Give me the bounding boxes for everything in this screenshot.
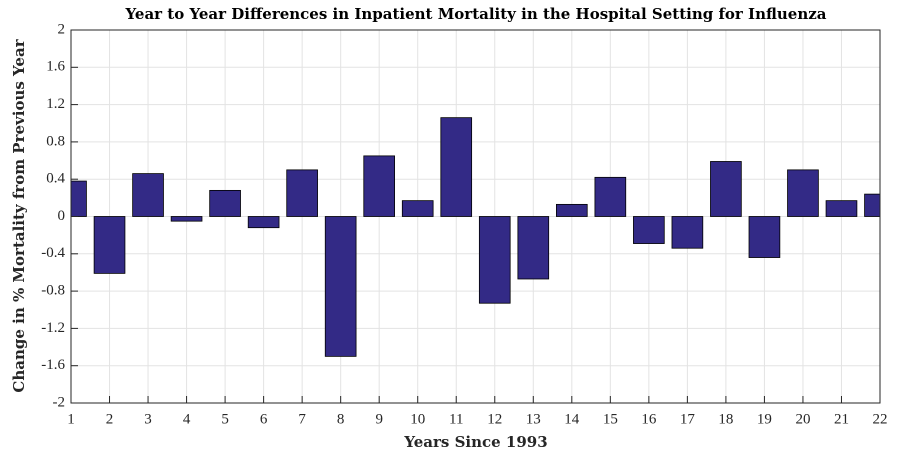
x-tick-label: 8 — [337, 411, 345, 427]
bar — [324, 216, 357, 357]
y-tick-label: 0.4 — [46, 171, 65, 187]
x-tick-label: 19 — [757, 411, 772, 427]
x-tick-label: 10 — [410, 411, 425, 427]
y-tick-label: -0.4 — [41, 245, 65, 261]
x-tick-label: 4 — [183, 411, 191, 427]
chart-title: Year to Year Differences in Inpatient Mo… — [125, 5, 827, 23]
x-tick-label: 9 — [375, 411, 383, 427]
bar — [556, 203, 588, 217]
x-tick-label: 21 — [834, 411, 849, 427]
axes: -2-1.6-1.2-0.8-0.400.40.81.21.621 2 3 4 5 6 7 8… — [41, 21, 887, 427]
x-tick-label: 13 — [526, 411, 541, 427]
bar — [748, 216, 781, 258]
x-tick-label: 7 — [298, 411, 306, 427]
bar — [710, 161, 742, 217]
bar — [363, 155, 395, 217]
bar — [671, 216, 704, 249]
x-tick-label: 11 — [449, 411, 463, 427]
y-tick-label: 1.6 — [46, 59, 65, 75]
bar — [633, 216, 665, 244]
bars — [71, 117, 880, 357]
bar — [401, 200, 434, 217]
y-tick-label: -2 — [53, 394, 66, 410]
x-tick-label: 3 — [144, 411, 152, 427]
x-tick-label: 17 — [680, 411, 696, 427]
y-tick-label: -1.2 — [41, 320, 65, 336]
x-tick-label: 18 — [718, 411, 733, 427]
y-tick-label: -0.8 — [41, 283, 65, 299]
bar — [286, 169, 318, 217]
x-tick-label: 5 — [221, 411, 229, 427]
bar — [787, 169, 819, 217]
bar — [132, 173, 164, 217]
y-tick-label: 1.2 — [46, 96, 65, 112]
x-tick-label: 6 — [260, 411, 268, 427]
x-tick-label: 1 — [67, 411, 75, 427]
y-axis-label: Change in % Mortality from Previous Year — [10, 38, 28, 392]
bar — [247, 216, 280, 229]
x-tick-label: 16 — [641, 411, 657, 427]
bar — [170, 216, 203, 222]
x-tick-label: 22 — [873, 411, 888, 427]
bar — [478, 216, 511, 304]
x-tick-label: 14 — [564, 411, 580, 427]
bar — [825, 200, 858, 217]
bar — [517, 216, 550, 280]
bar — [209, 189, 241, 217]
y-tick-label: -1.6 — [41, 357, 65, 373]
x-tick-label: 20 — [795, 411, 810, 427]
y-tick-label: 0.8 — [46, 133, 65, 149]
y-tick-label: 0 — [58, 208, 66, 224]
bar — [93, 216, 126, 274]
bar — [440, 117, 473, 217]
x-tick-label: 12 — [487, 411, 502, 427]
x-tick-label: 15 — [603, 411, 618, 427]
bar — [594, 176, 627, 217]
x-axis-label: Years Since 1993 — [403, 433, 547, 451]
plot-frame — [70, 29, 881, 404]
y-tick-label: 2 — [58, 21, 66, 37]
x-tick-label: 2 — [106, 411, 114, 427]
